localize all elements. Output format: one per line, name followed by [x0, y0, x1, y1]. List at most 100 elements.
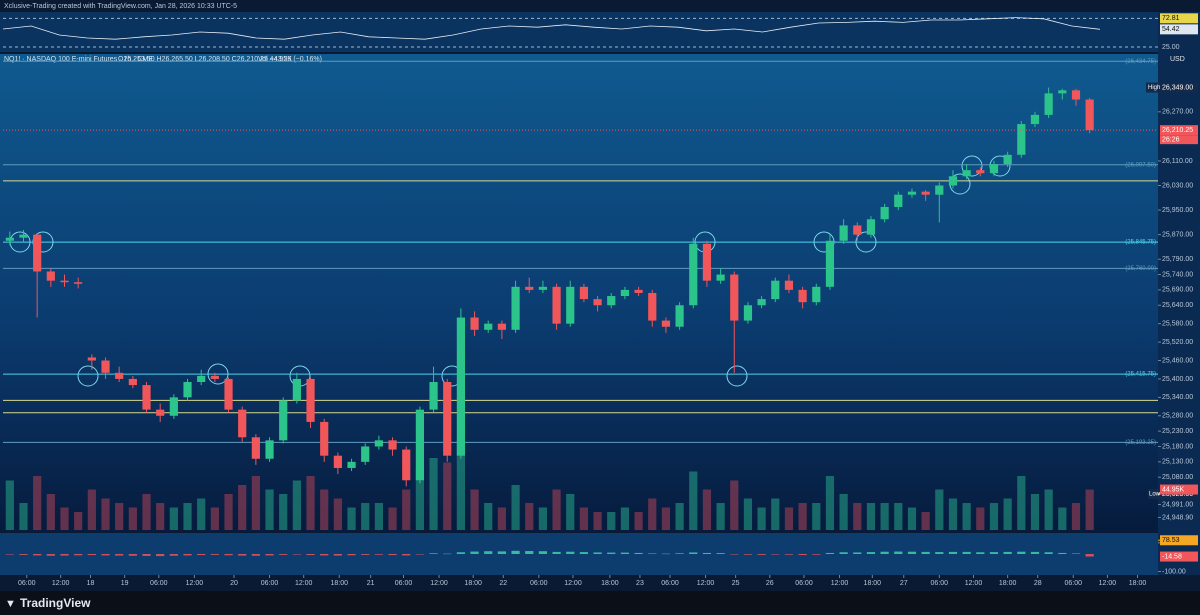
candle-body	[279, 400, 288, 441]
volume-bar	[265, 489, 274, 530]
y-tick-label: 25,790.00	[1162, 256, 1193, 263]
candle-body	[74, 282, 83, 284]
osc-bar	[880, 551, 889, 554]
candle-body	[46, 271, 55, 281]
candle-body	[948, 176, 958, 186]
x-tick-label: 22	[499, 580, 507, 587]
candle-body	[525, 286, 534, 290]
credit: Xclusive-Trading created with TradingVie…	[4, 3, 237, 10]
candle-body	[771, 280, 780, 300]
symbol: NQ1! · NASDAQ 100 E-mini Futures · 1h · …	[4, 56, 153, 63]
osc-bar	[87, 554, 96, 556]
candle-body	[825, 240, 835, 287]
circle	[961, 155, 983, 177]
volume-bar	[894, 503, 903, 530]
osc-bar	[593, 552, 602, 554]
y-tick-label: 26,110.00	[1162, 158, 1193, 165]
rsi-band-label: 25.00	[1162, 44, 1180, 51]
price-pane	[0, 54, 1158, 532]
candle-body	[907, 191, 917, 195]
volume-bar	[757, 507, 766, 530]
level-label: (25,845.75)	[1125, 240, 1156, 246]
candle-body	[33, 234, 42, 272]
rsi-last: 54.42	[1162, 26, 1180, 33]
volume-bar	[374, 503, 383, 530]
candle-body	[60, 280, 69, 283]
candle-body	[183, 382, 192, 398]
osc-signal-bg	[1160, 535, 1198, 546]
volume-bar	[197, 498, 206, 530]
candle-body	[935, 185, 944, 195]
osc-bar	[320, 554, 329, 556]
osc-bar	[853, 552, 862, 554]
volume-bar	[825, 476, 835, 530]
volume-bar	[1058, 507, 1067, 530]
osc-bar	[142, 554, 151, 556]
osc-bar	[292, 554, 301, 555]
x-tick-label: 06:00	[1064, 580, 1082, 587]
osc-bar	[538, 551, 548, 554]
candle-body	[648, 292, 657, 321]
osc-bar	[1017, 551, 1026, 554]
candle-body	[374, 440, 383, 447]
osc-bar	[784, 554, 794, 555]
y-tick-label: 25,130.00	[1162, 459, 1193, 466]
volume-bar	[347, 507, 356, 530]
candle-body	[265, 440, 274, 459]
volume-bar	[661, 507, 671, 530]
x-tick-label: 27	[900, 580, 908, 587]
y-tick-label: 25,080.00	[1162, 474, 1193, 481]
volume-bar	[702, 489, 712, 530]
osc-bar	[894, 551, 903, 554]
candle-body	[538, 286, 548, 290]
volume-bar	[74, 512, 83, 530]
footer-logo: ▼	[5, 598, 16, 610]
volume-bar	[784, 507, 794, 530]
volume-bar	[880, 503, 889, 530]
countdown: 26:26	[1162, 136, 1180, 143]
osc-bar	[648, 553, 657, 554]
circle	[77, 365, 99, 387]
level-label: (26,434.75)	[1125, 59, 1156, 65]
osc-bar	[46, 554, 55, 556]
osc-bar	[429, 553, 438, 554]
volume-bar	[538, 507, 548, 530]
candle-body	[921, 191, 930, 195]
candle-body	[156, 409, 165, 416]
osc-bar	[224, 554, 233, 556]
candle-body	[798, 289, 807, 303]
candle-body	[1030, 114, 1040, 125]
osc-bar	[566, 551, 575, 554]
osc-bar	[388, 554, 397, 556]
osc-bar	[169, 554, 178, 556]
candle-body	[579, 286, 589, 300]
volume-bar	[169, 507, 178, 530]
volume-bar	[333, 498, 342, 530]
volume-bar	[812, 503, 821, 530]
x-tick-label: 06:00	[150, 580, 168, 587]
candle-body	[443, 382, 452, 456]
osc-bar	[115, 554, 124, 556]
candle-body	[1003, 154, 1012, 165]
x-tick-label: 28	[1034, 580, 1042, 587]
candle-body	[989, 164, 999, 174]
y-tick-label: 24,991.00	[1162, 501, 1193, 508]
x-tick-label: 18:00	[464, 580, 482, 587]
y-tick-label: 25,400.00	[1162, 376, 1193, 383]
candle-body	[456, 317, 465, 456]
osc-bar	[511, 550, 520, 554]
x-tick-label: 06:00	[261, 580, 279, 587]
osc-bar	[935, 552, 944, 554]
volume-bar	[60, 507, 69, 530]
candle-body	[87, 357, 96, 361]
y-tick-label: 24,948.90	[1162, 514, 1193, 521]
x-tick-label: 06:00	[530, 580, 548, 587]
osc-bar	[634, 552, 643, 554]
osc-bar	[306, 554, 315, 556]
volume-bar	[456, 440, 465, 530]
x-tick-label: 26	[766, 580, 774, 587]
high-price: 26,349.00	[1162, 84, 1193, 91]
y-tick-label: 25,690.00	[1162, 287, 1193, 294]
level-label: (25,760.00)	[1125, 266, 1156, 272]
volume-bar	[976, 507, 985, 530]
